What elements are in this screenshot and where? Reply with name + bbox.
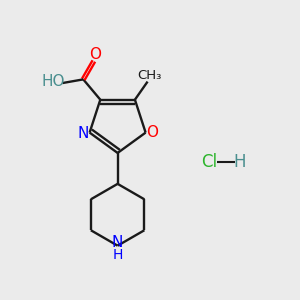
Text: O: O: [89, 47, 101, 62]
Text: H: H: [234, 153, 246, 171]
Text: N: N: [77, 126, 89, 141]
Text: N: N: [112, 235, 123, 250]
Text: Cl: Cl: [201, 153, 217, 171]
Text: CH₃: CH₃: [137, 69, 161, 82]
Text: H: H: [112, 248, 123, 262]
Text: O: O: [146, 124, 158, 140]
Text: HO: HO: [41, 74, 65, 89]
